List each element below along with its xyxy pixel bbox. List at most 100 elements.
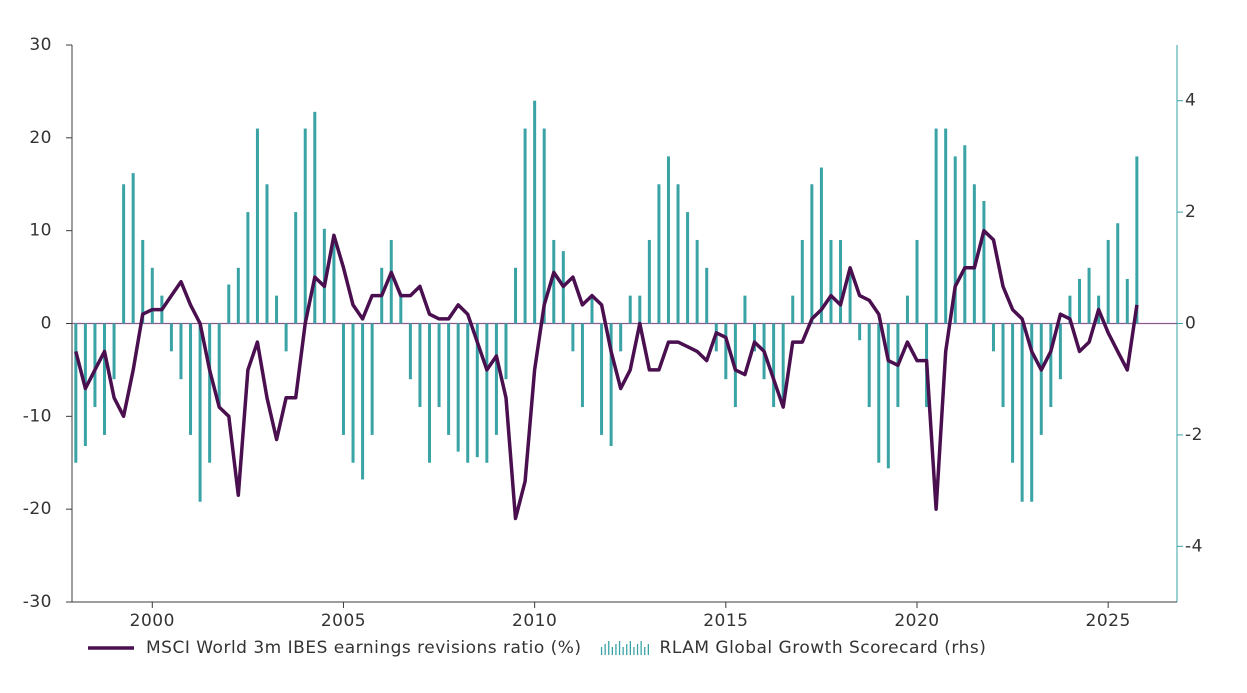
bar (475, 323, 479, 458)
bar (829, 239, 833, 324)
bar (141, 239, 145, 324)
bar (332, 239, 336, 324)
y2-tick-label: 4 (1185, 91, 1196, 111)
y-tick-label: 30 (29, 35, 52, 55)
bar (819, 167, 823, 324)
bar (867, 323, 871, 408)
bar (810, 184, 814, 324)
bar (179, 323, 183, 380)
y-tick-label: 0 (41, 314, 52, 334)
bar (399, 295, 403, 324)
bar (657, 184, 661, 324)
bar (303, 128, 307, 324)
bar (189, 323, 193, 435)
legend-label: MSCI World 3m IBES earnings revisions ra… (146, 638, 582, 658)
bar (953, 156, 957, 324)
bar (934, 128, 938, 324)
bar (848, 267, 852, 324)
bar (600, 323, 604, 435)
bar (103, 323, 106, 435)
x-tick-label: 2015 (703, 611, 748, 631)
bar (972, 184, 976, 324)
bar (1116, 223, 1120, 324)
y-tick-label: -30 (23, 592, 52, 612)
legend-label: RLAM Global Growth Scorecard (rhs) (660, 638, 987, 658)
bar (753, 323, 756, 352)
bar (351, 323, 355, 463)
bar (255, 128, 259, 324)
x-tick-label: 2020 (894, 611, 939, 631)
bar (1020, 323, 1024, 502)
y-tick-label: 20 (29, 128, 52, 148)
bar (1001, 323, 1005, 408)
bar (428, 323, 431, 463)
bar (1011, 323, 1015, 463)
bar (131, 173, 135, 324)
bar (580, 323, 584, 408)
bar (93, 323, 97, 408)
bar (408, 323, 412, 380)
bar (839, 239, 843, 324)
y-tick-label: -10 (23, 406, 52, 426)
bar (514, 267, 518, 324)
bar (552, 239, 556, 324)
bar (695, 239, 699, 324)
bar (418, 323, 422, 408)
bar (112, 323, 116, 380)
bar (341, 323, 345, 435)
bar (915, 239, 919, 324)
bar (437, 323, 441, 408)
bar (686, 212, 690, 324)
bar (886, 323, 890, 469)
bar (963, 145, 967, 324)
line (74, 228, 1139, 521)
bar (275, 295, 279, 324)
bar (447, 323, 451, 435)
bar (236, 267, 240, 324)
bar (1106, 239, 1110, 324)
bar (370, 323, 374, 435)
bar (772, 323, 776, 408)
bar (571, 323, 575, 352)
bar (944, 128, 948, 324)
y-tick-label: 10 (29, 221, 52, 241)
bar (619, 323, 623, 352)
bar (1135, 156, 1139, 324)
bar (1125, 278, 1129, 324)
bar (905, 295, 909, 324)
bar (1049, 323, 1053, 408)
bar (1078, 278, 1081, 324)
bar (647, 239, 651, 324)
y2-tick-label: -4 (1185, 536, 1203, 556)
bar (533, 100, 537, 324)
bar (724, 323, 728, 380)
bar (150, 267, 154, 324)
y2-tick-label: 2 (1185, 202, 1196, 222)
bar (991, 323, 995, 352)
bar (1039, 323, 1043, 435)
bar (246, 212, 250, 324)
bar (313, 111, 317, 324)
bar (322, 228, 326, 324)
x-tick-label: 2005 (321, 611, 366, 631)
bar (781, 323, 785, 408)
bar (542, 128, 546, 324)
bar (666, 156, 670, 324)
bar (982, 200, 986, 324)
y2-tick-label: 0 (1185, 314, 1196, 334)
bar (791, 295, 795, 324)
x-tick-label: 2000 (130, 611, 175, 631)
bar (169, 323, 173, 352)
bar (494, 323, 498, 435)
bar (504, 323, 508, 380)
bar (628, 295, 632, 324)
bar (485, 323, 489, 463)
x-tick-label: 2025 (1086, 611, 1131, 631)
bar (1068, 295, 1072, 324)
bar (1030, 323, 1034, 502)
bar (743, 295, 747, 324)
y-tick-label: -20 (23, 499, 52, 519)
x-tick-label: 2010 (512, 611, 557, 631)
bar (456, 323, 460, 452)
